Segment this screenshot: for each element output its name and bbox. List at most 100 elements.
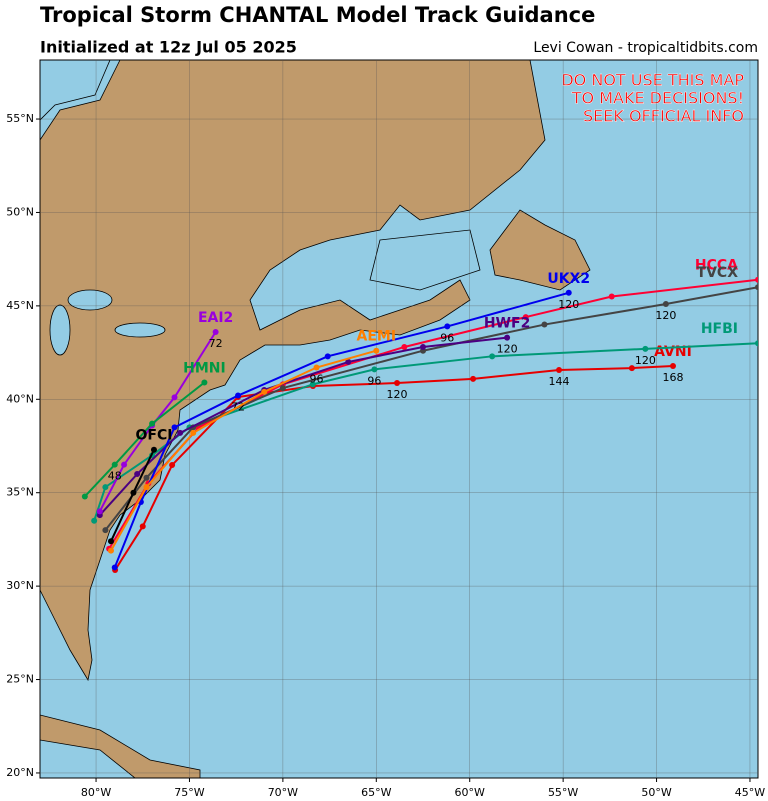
track-line <box>104 286 758 531</box>
warning: TO MAKE DECISIONS! <box>571 89 744 108</box>
track-line <box>84 381 206 498</box>
track-point <box>171 394 178 401</box>
y-tick-label: 50°N <box>6 205 34 218</box>
track-name: OFCI <box>135 428 172 444</box>
hour-label: 120 <box>558 298 579 311</box>
track-name: AEMI <box>357 329 397 345</box>
track-point <box>149 420 156 427</box>
hour-label: 120 <box>635 354 656 367</box>
hour-label: 72 <box>209 337 223 350</box>
track-point <box>190 429 197 436</box>
track-name: UKX2 <box>547 271 590 287</box>
track-point <box>121 461 128 468</box>
track-point <box>444 323 451 330</box>
track-point <box>394 380 401 387</box>
x-tick-label: 75°W <box>174 786 204 799</box>
track-point <box>212 329 219 336</box>
x-tick-label: 45°W <box>735 786 765 799</box>
track-point <box>177 429 184 436</box>
track-point <box>143 484 150 491</box>
track-name: HFBI <box>701 321 738 337</box>
x-tick-label: 65°W <box>361 786 391 799</box>
track-point <box>111 461 118 468</box>
credit: Levi Cowan - tropicaltidbits.com <box>533 40 758 56</box>
y-tick-label: 35°N <box>6 486 34 499</box>
track-point <box>139 523 146 530</box>
track-point <box>96 508 103 515</box>
track-name: HMNI <box>183 360 226 376</box>
track-point <box>755 276 758 283</box>
hour-label: 120 <box>497 343 518 356</box>
track-point <box>642 345 649 352</box>
hour-label: 168 <box>662 371 683 384</box>
hour-label: 144 <box>549 375 570 388</box>
track-point <box>565 289 572 296</box>
track-name: EAI2 <box>198 310 233 326</box>
y-tick-label: 40°N <box>6 392 34 405</box>
land <box>40 60 591 778</box>
track-point <box>755 340 758 347</box>
track-point <box>107 547 114 554</box>
track-point <box>130 489 137 496</box>
hour-label: 48 <box>108 470 122 483</box>
track-point <box>91 517 98 524</box>
track-name: HCCA <box>695 258 738 274</box>
track-point <box>669 363 676 370</box>
map-frame <box>39 59 759 779</box>
x-tick-label: 70°W <box>268 786 298 799</box>
track-point <box>169 462 176 469</box>
track-point <box>489 353 496 360</box>
track-point <box>134 471 141 478</box>
track-name: TVCX <box>697 265 739 281</box>
y-tick-label: 25°N <box>6 673 34 686</box>
x-tick-label: 80°W <box>81 786 111 799</box>
y-tick-label: 30°N <box>6 579 34 592</box>
track-point <box>556 366 563 373</box>
y-tick-label: 45°N <box>6 299 34 312</box>
track-point <box>608 293 615 300</box>
warning: DO NOT USE THIS MAP <box>561 71 744 90</box>
x-tick-label: 55°W <box>548 786 578 799</box>
track-point <box>102 527 109 534</box>
hour-label: 96 <box>440 331 454 344</box>
track-point <box>201 379 208 386</box>
track-point <box>470 375 477 382</box>
track-point <box>313 364 320 371</box>
track-point <box>373 347 380 354</box>
track-point <box>81 493 88 500</box>
track-point <box>150 446 157 453</box>
track-point <box>420 343 427 350</box>
track-point <box>309 381 316 388</box>
track-point <box>345 358 352 365</box>
track-point <box>541 321 548 328</box>
hour-label: 96 <box>367 374 381 387</box>
track-point <box>111 564 118 571</box>
track-line <box>110 349 377 552</box>
title: Tropical Storm CHANTAL Model Track Guida… <box>40 3 595 27</box>
track-point <box>261 388 268 395</box>
y-tick-label: 55°N <box>6 112 34 125</box>
track-point <box>107 538 114 545</box>
track-point <box>235 392 242 399</box>
track-name: HWF2 <box>484 316 530 332</box>
track-point <box>522 314 529 321</box>
track-point <box>171 424 178 431</box>
warning: SEEK OFFICIAL INFO <box>583 107 744 126</box>
track-point <box>324 353 331 360</box>
track-point <box>504 334 511 341</box>
track-point <box>143 474 150 481</box>
track-point <box>662 301 669 308</box>
track-point <box>371 366 378 373</box>
x-tick-label: 50°W <box>641 786 671 799</box>
x-tick-label: 60°W <box>455 786 485 799</box>
track-point <box>401 343 408 350</box>
track-point <box>279 385 286 392</box>
hour-label: 120 <box>387 388 408 401</box>
track-line <box>114 365 674 571</box>
y-tick-label: 20°N <box>6 766 34 779</box>
track-point <box>102 484 109 491</box>
hour-label: 120 <box>655 309 676 322</box>
